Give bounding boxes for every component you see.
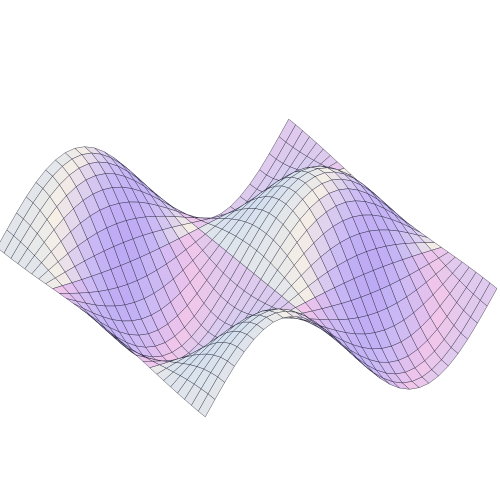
surface-faces (0, 118, 498, 418)
mesh-face (227, 346, 245, 367)
mesh-face (480, 282, 498, 307)
